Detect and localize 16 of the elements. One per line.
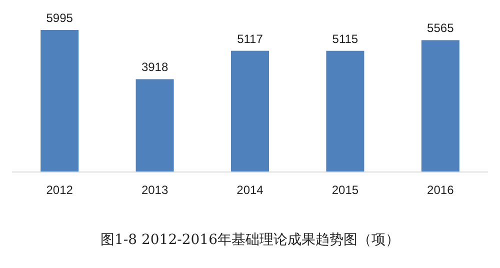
data-label: 5117 (237, 32, 264, 46)
bar (231, 50, 269, 172)
x-tick-label: 2016 (427, 183, 454, 197)
data-label: 5995 (46, 11, 74, 25)
x-tick-label: 2012 (46, 183, 74, 197)
x-tick-label: 2015 (332, 183, 359, 197)
data-label: 3918 (141, 60, 168, 74)
data-label: 5565 (427, 21, 454, 36)
bar (40, 30, 79, 172)
data-label: 5115 (332, 32, 358, 46)
bar (421, 40, 460, 172)
bar (136, 79, 174, 172)
x-tick-label: 2014 (236, 183, 264, 197)
bar (326, 50, 364, 172)
text: 图1-8 2012-2016年基础理论成果趋势图（项） (100, 232, 400, 248)
x-tick-label: 2013 (141, 183, 168, 197)
